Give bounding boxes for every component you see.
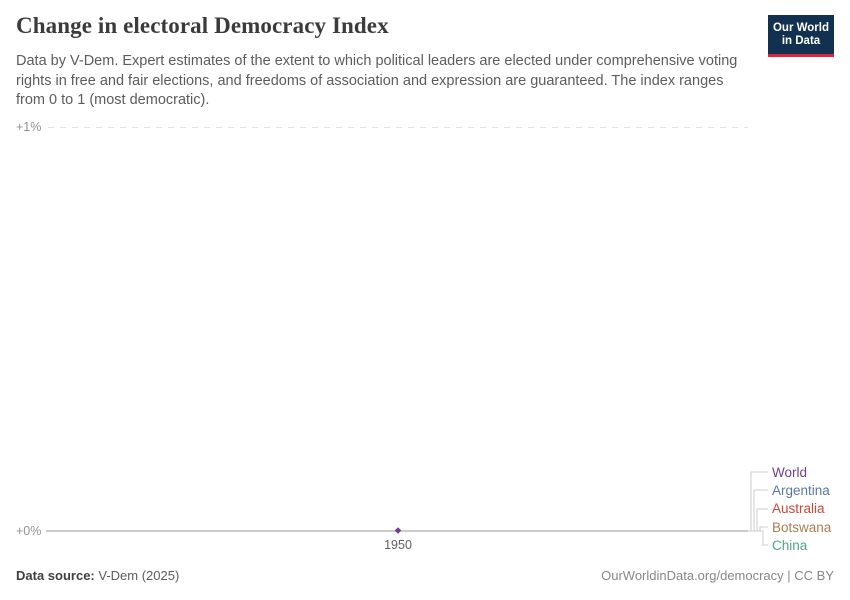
owid-logo-line1: Our World xyxy=(772,21,829,34)
legend-item-argentina[interactable]: Argentina xyxy=(772,483,830,498)
data-source-note: Data source: V-Dem (2025) xyxy=(16,568,179,583)
data-source-value: V-Dem (2025) xyxy=(94,568,180,583)
owid-logo-accent-strip xyxy=(768,54,834,57)
connector-china xyxy=(748,530,768,546)
legend-item-australia[interactable]: Australia xyxy=(772,501,825,516)
y-axis-label-top: +1% xyxy=(16,120,42,134)
connector-world xyxy=(748,471,768,532)
chart-subtitle: Data by V-Dem. Expert estimates of the e… xyxy=(16,53,738,108)
owid-logo-line2: in Data xyxy=(781,34,821,47)
owid-logo-box: Our World in Data xyxy=(768,15,834,54)
attribution-link[interactable]: OurWorldinData.org/democracy | CC BY xyxy=(601,568,834,583)
legend-connectors xyxy=(748,471,768,546)
data-point-marker-world-1950[interactable] xyxy=(394,527,402,534)
data-source-label: Data source: xyxy=(16,568,95,583)
page-title: Change in electoral Democracy Index xyxy=(16,13,389,38)
x-axis-tick-1950: 1950 xyxy=(384,538,412,552)
y-axis-label-bottom: +0% xyxy=(16,524,42,538)
owid-logo[interactable]: Our World in Data xyxy=(768,15,834,57)
legend-item-china[interactable]: China xyxy=(772,538,808,553)
legend-item-world[interactable]: World xyxy=(772,465,808,480)
legend-item-botswana[interactable]: Botswana xyxy=(772,520,832,535)
